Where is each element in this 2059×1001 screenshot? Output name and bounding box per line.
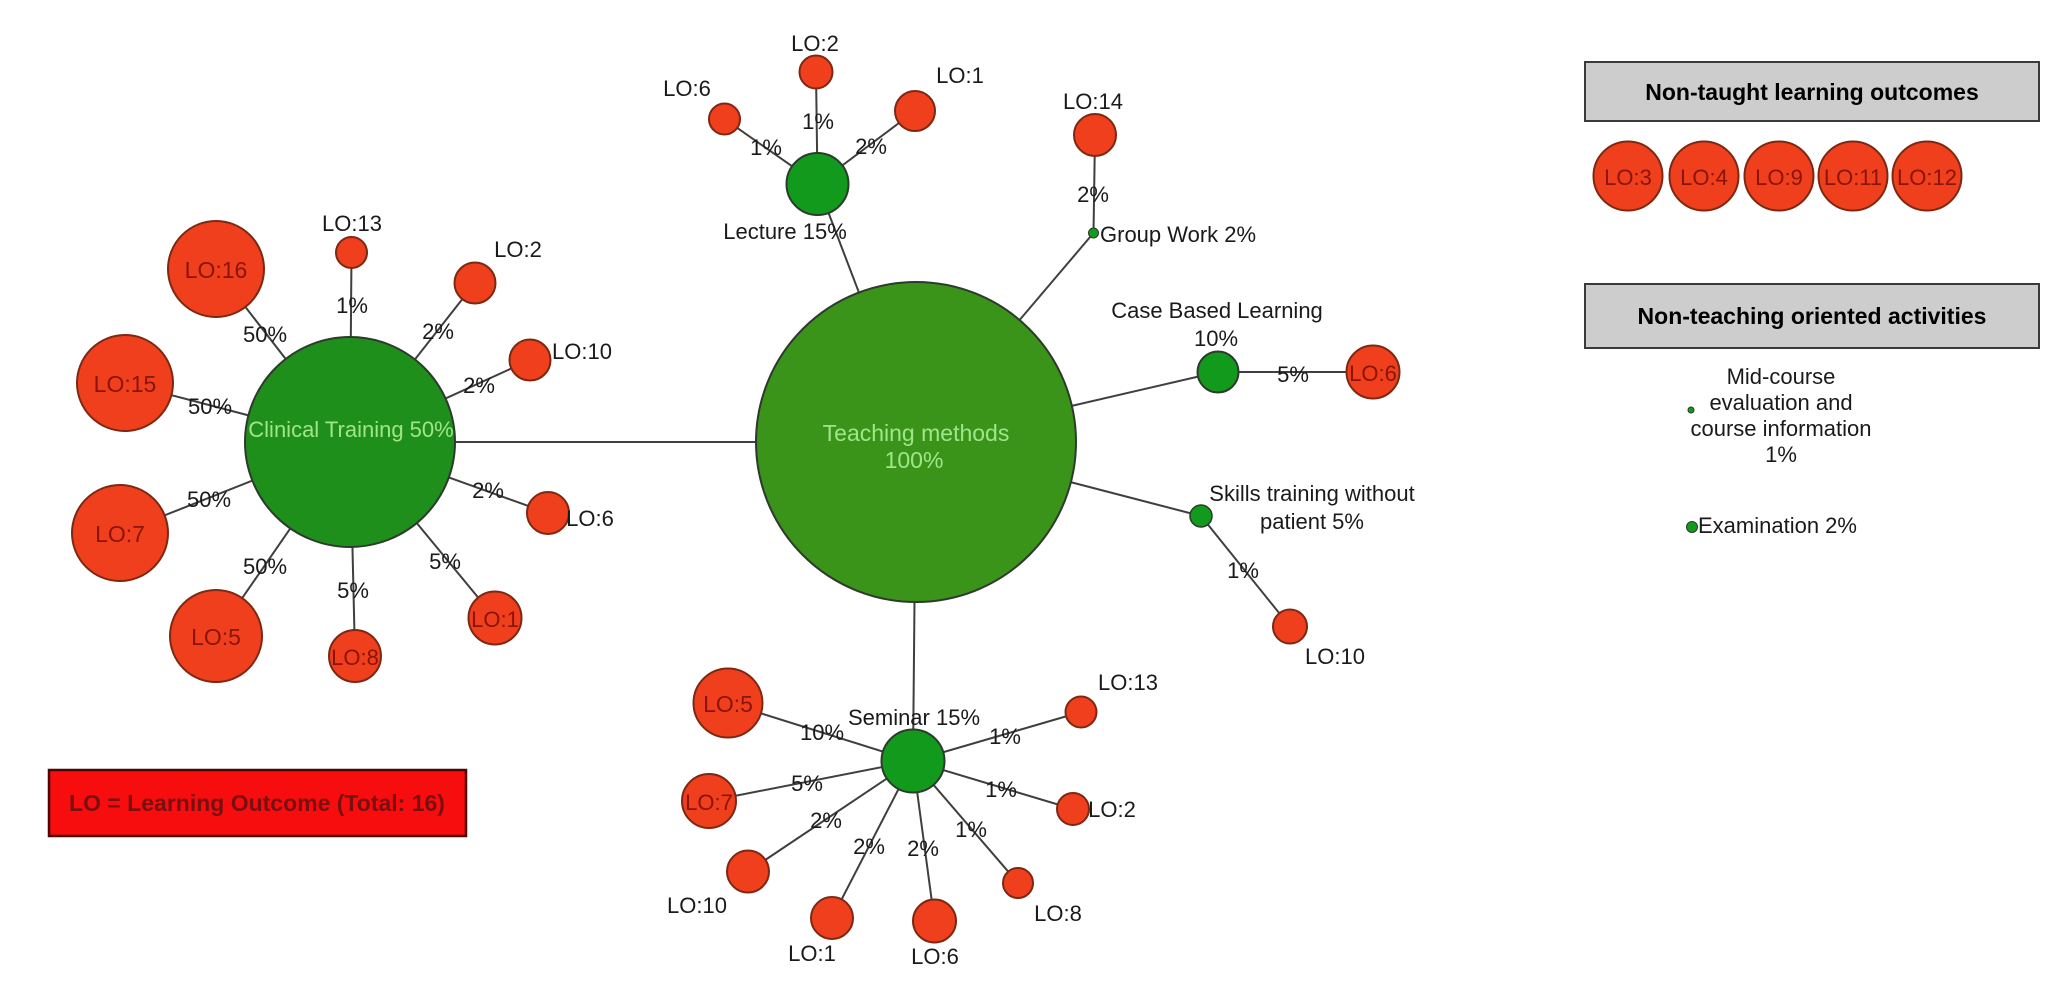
svg-text:LO:10: LO:10 [1305,644,1365,669]
svg-text:LO:14: LO:14 [1063,89,1123,114]
svg-text:course information: course information [1691,416,1872,441]
svg-text:LO:2: LO:2 [494,237,542,262]
svg-text:10%: 10% [800,720,844,745]
svg-text:LO:6: LO:6 [663,76,711,101]
svg-text:LO:4: LO:4 [1680,165,1728,190]
svg-text:LO:10: LO:10 [667,893,727,918]
svg-text:2%: 2% [1077,182,1109,207]
svg-text:LO:8: LO:8 [1034,901,1082,926]
svg-text:50%: 50% [188,394,232,419]
svg-text:1%: 1% [750,135,782,160]
svg-text:LO:10: LO:10 [552,339,612,364]
svg-text:LO:2: LO:2 [1088,797,1136,822]
svg-text:Examination 2%: Examination 2% [1698,513,1857,538]
svg-text:LO:9: LO:9 [1755,165,1803,190]
svg-text:2%: 2% [472,478,504,503]
svg-text:50%: 50% [243,322,287,347]
svg-text:LO:1: LO:1 [936,63,984,88]
svg-text:Clinical Training 50%: Clinical Training 50% [248,417,453,442]
svg-text:Mid-course: Mid-course [1727,364,1836,389]
svg-text:5%: 5% [337,578,369,603]
svg-text:LO:6: LO:6 [911,944,959,969]
svg-text:1%: 1% [1227,558,1259,583]
svg-text:LO:2: LO:2 [791,31,839,56]
svg-text:5%: 5% [429,549,461,574]
svg-text:Seminar 15%: Seminar 15% [848,705,980,730]
svg-text:LO:12: LO:12 [1897,165,1957,190]
svg-text:2%: 2% [422,319,454,344]
svg-text:patient 5%: patient 5% [1260,509,1364,534]
svg-text:LO:1: LO:1 [788,941,836,966]
svg-text:1%: 1% [336,293,368,318]
svg-text:2%: 2% [855,134,887,159]
svg-text:LO:5: LO:5 [703,691,753,717]
svg-text:LO:8: LO:8 [331,645,379,670]
svg-text:Skills training without: Skills training without [1209,481,1414,506]
svg-text:LO:6: LO:6 [566,506,614,531]
svg-text:LO:13: LO:13 [322,211,382,236]
svg-text:2%: 2% [853,834,885,859]
svg-text:LO:15: LO:15 [94,371,157,397]
svg-text:50%: 50% [243,554,287,579]
svg-text:10%: 10% [1194,326,1238,351]
svg-text:LO:16: LO:16 [185,257,248,283]
svg-text:LO:11: LO:11 [1824,165,1882,190]
svg-text:Case Based Learning: Case Based Learning [1111,298,1323,323]
svg-text:LO:6: LO:6 [1349,361,1397,386]
svg-text:2%: 2% [907,836,939,861]
svg-text:Teaching methods: Teaching methods [823,420,1010,446]
svg-text:LO = Learning Outcome (Total:: LO = Learning Outcome (Total: 16) [69,790,445,816]
svg-text:evaluation and: evaluation and [1709,390,1852,415]
svg-text:LO:5: LO:5 [191,624,241,650]
svg-text:LO:7: LO:7 [95,521,145,547]
svg-text:Non-teaching oriented activiti: Non-teaching oriented activities [1638,303,1987,329]
svg-text:1%: 1% [985,777,1017,802]
svg-text:Lecture 15%: Lecture 15% [723,219,847,244]
svg-text:2%: 2% [810,808,842,833]
svg-text:Non-taught learning outcomes: Non-taught learning outcomes [1645,79,1979,105]
svg-text:1%: 1% [1765,442,1797,467]
svg-text:5%: 5% [791,771,823,796]
svg-text:LO:3: LO:3 [1604,165,1652,190]
svg-text:Group Work 2%: Group Work 2% [1100,222,1256,247]
svg-text:LO:7: LO:7 [685,790,733,815]
svg-text:1%: 1% [955,817,987,842]
svg-text:1%: 1% [802,109,834,134]
svg-text:2%: 2% [463,373,495,398]
svg-text:50%: 50% [187,487,231,512]
svg-text:1%: 1% [989,724,1021,749]
svg-text:100%: 100% [885,447,944,473]
svg-text:5%: 5% [1277,362,1309,387]
svg-text:LO:1: LO:1 [471,607,519,632]
svg-text:LO:13: LO:13 [1098,670,1158,695]
